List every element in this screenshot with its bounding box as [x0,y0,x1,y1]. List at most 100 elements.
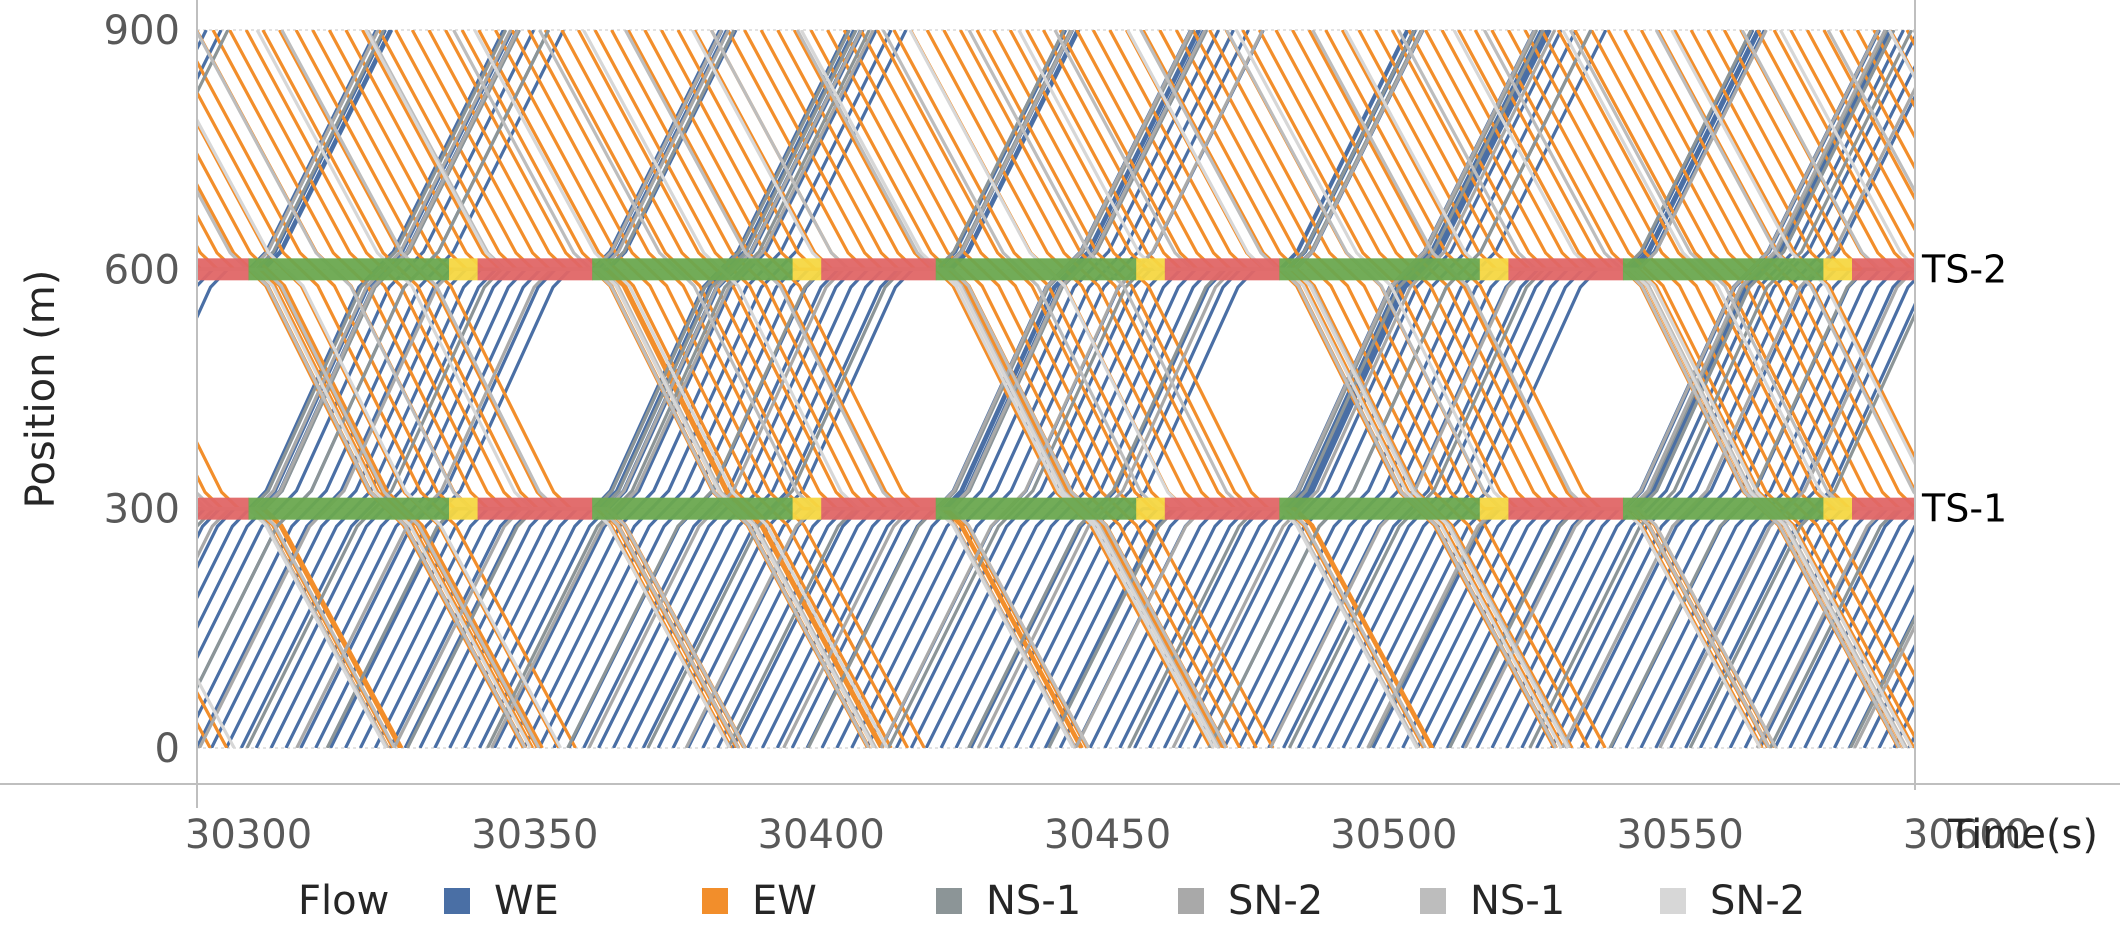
trajectory-we [865,30,1250,748]
axes: 0 300 600 900 30300 30350 30400 30450 30500 30550… [0,0,2120,858]
trajectory-ns-1 [1608,267,1915,748]
legend-swatch [936,888,962,914]
legend-label: EW [752,878,817,924]
trajectory-we [1579,267,1915,748]
y-tick-label: 900 [104,8,180,54]
trajectory-ns-1 [1931,30,2120,748]
trajectory-ns-1 [1127,30,1545,748]
trajectory-ns-1 [197,30,551,691]
labels: Position (m) Time(s) TS-1 TS-2 [18,247,2098,858]
signal-phase-yellow [1136,258,1166,281]
trajectory-sn-2 [473,30,889,748]
signal-phase-green [248,497,450,520]
signal-label-ts-2: TS-2 [1921,247,2007,291]
trajectory-ns-1 [1207,30,1593,748]
x-axis-title: Time(s) [1947,812,2098,858]
trajectory-we [1624,267,1915,748]
trajectory-sn-2 [197,30,513,511]
legend-label: WE [494,878,559,924]
trajectory-we [1341,30,1759,748]
trajectory-ns-1 [197,30,508,530]
signal-phase-yellow [792,258,822,281]
trajectory-we [1564,93,1915,748]
trajectory-sn-2 [1268,30,1768,748]
y-tick-label: 300 [104,487,180,533]
signal-phase-yellow [1136,497,1166,520]
trajectory-we [1728,507,1915,748]
trajectory-ew [197,89,577,748]
x-tick-label: 30500 [1330,812,1457,858]
x-tick-label: 30350 [471,812,598,858]
signal-phase-green [1279,258,1481,281]
legend-swatch [444,888,470,914]
signal-phase-green [1622,258,1824,281]
trajectory-ew [1940,30,2120,748]
trajectory-ew [1905,30,1915,49]
signal-phase-red [1508,497,1624,520]
signal-phase-green [935,497,1137,520]
trajectory-ew [1888,30,1915,79]
trajectory-sn-2 [1560,85,1915,748]
signal-phase-green [248,258,450,281]
trajectory-we [1743,507,1915,748]
signal-phase-red [1164,497,1280,520]
trajectory-we [1892,702,1915,748]
trajectory-sn-2 [1366,30,1880,748]
trajectory-ns-1 [1768,507,1915,748]
trajectory-ns-1 [1688,310,1915,748]
trajectory-we [197,30,394,321]
signal-label-ts-1: TS-1 [1921,487,2007,531]
trajectory-we [1788,508,1915,748]
trajectory-ns-1 [245,30,736,748]
legend-swatch [1178,888,1204,914]
legend-label: SN-2 [1228,878,1323,924]
trajectories [197,30,2120,748]
signal-phase-yellow [792,497,822,520]
signal-phase-yellow [1479,258,1509,281]
trajectory-ew [859,30,1275,748]
signal-phase-yellow [1479,497,1509,520]
y-tick-label: 600 [104,247,180,293]
trajectory-ew [477,30,893,748]
trajectory-we [1698,507,1915,748]
trajectory-ns-1 [1912,30,1915,36]
x-tick-label: 30450 [1044,812,1171,858]
trajectory-ns-1 [1528,30,1914,748]
trajectory-sn-2 [1887,30,1915,82]
signal-phase-yellow [1823,258,1853,281]
trajectory-ew [197,150,544,748]
signal-phase-red [1852,258,1915,281]
trajectory-sn-2 [799,30,1215,748]
trajectory-we [1773,507,1915,748]
trajectory-ew [1506,30,1915,741]
x-tick-label: 30550 [1617,812,1744,858]
trajectory-ns-1 [566,30,1066,748]
signal-phase-red [821,497,937,520]
trajectory-we [1758,507,1915,748]
signal-phase-green [935,258,1137,281]
legend-label: SN-2 [1710,878,1805,924]
legend-swatch [1660,888,1686,914]
legend-label: NS-1 [986,878,1081,924]
trajectory-ns-1 [1448,30,1896,748]
legend-label: NS-1 [1470,878,1565,924]
trajectory-ew [1523,30,1915,711]
trajectory-we [1684,300,1915,748]
trajectory-ns-1 [486,30,871,748]
trajectory-we [1924,30,2120,748]
signal-phase-red [1164,258,1280,281]
signal-phase-red [1508,258,1624,281]
trajectory-ns-1 [325,30,851,748]
trajectory-sn-2 [782,30,1193,748]
trajectory-sn-2 [587,30,1074,748]
trajectory-sn-2 [1755,507,1915,748]
trajectory-we [522,30,908,748]
x-tick-label: 30300 [185,812,312,858]
y-axis-title: Position (m) [18,270,64,509]
trajectory-ns-1 [1287,30,1753,748]
signal-phase-yellow [448,497,479,520]
trajectory-sn-2 [197,30,380,271]
trajectory-sn-2 [392,30,863,748]
trajectory-ns-1 [197,30,386,271]
trajectory-we [1550,63,1915,748]
